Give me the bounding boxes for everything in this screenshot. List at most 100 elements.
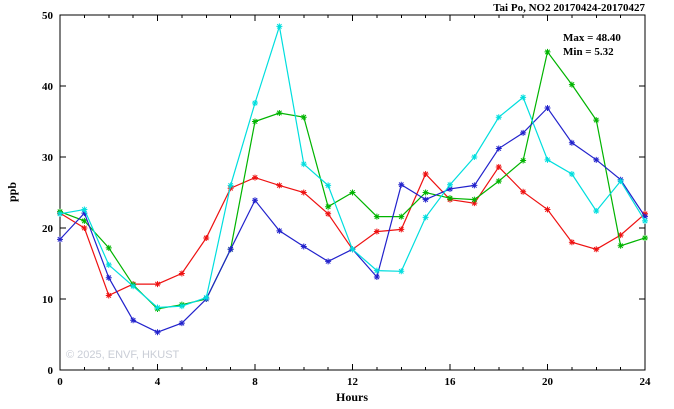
- data-point-marker: [105, 261, 112, 268]
- data-point-marker: [349, 246, 356, 253]
- x-tick-label: 24: [640, 376, 652, 388]
- data-point-marker: [81, 225, 88, 231]
- y-tick-label: 50: [42, 10, 54, 22]
- data-point-marker: [227, 246, 234, 253]
- series-red: [57, 163, 648, 299]
- data-point-marker: [178, 270, 185, 277]
- data-point-marker: [130, 283, 137, 290]
- data-point-marker: [447, 195, 453, 202]
- data-point-marker: [203, 294, 210, 301]
- chart-title: Tai Po, NO2 20170424-20170427: [493, 2, 645, 14]
- data-point-marker: [447, 185, 453, 192]
- data-point-marker: [520, 94, 527, 101]
- data-point-marker: [252, 100, 258, 107]
- x-tick-label: 16: [445, 376, 457, 388]
- data-point-marker: [593, 117, 600, 124]
- data-point-marker: [593, 246, 600, 253]
- data-point-marker: [422, 189, 429, 196]
- data-point-marker: [422, 196, 429, 203]
- data-point-marker: [544, 156, 551, 163]
- y-tick-label: 40: [42, 81, 54, 93]
- watermark: © 2025, ENVF, HKUST: [66, 349, 180, 361]
- data-point-marker: [57, 236, 63, 243]
- data-point-marker: [203, 234, 210, 241]
- data-point-marker: [57, 210, 63, 217]
- data-point-marker: [130, 317, 137, 324]
- data-point-marker: [471, 200, 478, 207]
- series-blue: [57, 105, 648, 336]
- min-annotation: Min = 5.32: [563, 46, 614, 58]
- data-point-marker: [422, 171, 429, 178]
- data-point-marker: [373, 228, 380, 235]
- data-point-marker: [373, 213, 380, 220]
- series-line: [59, 165, 646, 297]
- data-point-marker: [325, 182, 332, 189]
- data-point-marker: [617, 178, 624, 185]
- data-point-marker: [544, 48, 551, 55]
- data-series: [57, 23, 648, 336]
- data-point-marker: [495, 163, 502, 170]
- data-point-marker: [471, 182, 478, 189]
- data-point-marker: [544, 105, 551, 112]
- data-point-marker: [593, 156, 600, 163]
- data-point-marker: [520, 129, 527, 136]
- data-point-marker: [398, 268, 405, 275]
- y-tick-label: 20: [42, 223, 54, 235]
- data-point-marker: [178, 303, 185, 310]
- data-point-marker: [154, 281, 161, 288]
- data-point-marker: [568, 81, 575, 88]
- data-point-marker: [105, 274, 112, 281]
- series-cyan: [57, 23, 648, 311]
- x-tick-label: 12: [347, 376, 359, 388]
- series-line: [59, 50, 646, 310]
- data-point-marker: [300, 243, 307, 250]
- data-point-marker: [373, 267, 380, 274]
- data-point-marker: [520, 157, 527, 164]
- data-point-marker: [471, 154, 478, 160]
- data-point-marker: [252, 174, 258, 181]
- data-point-marker: [642, 213, 648, 220]
- y-axis-label: ppb: [5, 182, 19, 202]
- data-point-marker: [422, 214, 429, 221]
- data-point-marker: [617, 242, 624, 249]
- data-point-marker: [544, 206, 551, 213]
- data-point-marker: [178, 320, 185, 327]
- data-point-marker: [81, 217, 88, 224]
- x-tick-label: 0: [57, 376, 63, 388]
- data-point-marker: [105, 292, 112, 299]
- y-tick-label: 30: [42, 152, 54, 164]
- data-point-marker: [642, 234, 648, 241]
- data-point-marker: [154, 304, 161, 311]
- data-point-marker: [398, 226, 405, 233]
- data-point-marker: [300, 161, 307, 168]
- data-point-marker: [495, 114, 502, 121]
- data-point-marker: [105, 244, 112, 251]
- series-line: [59, 26, 646, 309]
- series-green: [57, 48, 648, 312]
- data-point-marker: [81, 210, 88, 217]
- data-point-marker: [373, 273, 380, 280]
- data-point-marker: [617, 232, 624, 239]
- data-point-marker: [276, 182, 283, 189]
- data-point-marker: [593, 207, 600, 214]
- data-point-marker: [81, 206, 88, 213]
- data-point-marker: [447, 181, 453, 188]
- data-point-marker: [349, 189, 356, 196]
- data-point-marker: [227, 182, 234, 189]
- y-tick-label: 10: [42, 294, 54, 306]
- data-point-marker: [325, 203, 332, 210]
- data-point-marker: [325, 258, 332, 265]
- data-point-marker: [642, 217, 648, 224]
- data-point-marker: [398, 213, 405, 220]
- data-point-marker: [276, 23, 283, 30]
- y-tick-label: 0: [48, 365, 54, 377]
- data-point-marker: [568, 239, 575, 246]
- data-point-marker: [568, 139, 575, 146]
- data-point-marker: [495, 145, 502, 152]
- data-point-marker: [325, 210, 332, 217]
- data-point-marker: [252, 197, 258, 204]
- data-point-marker: [300, 189, 307, 196]
- x-tick-label: 4: [155, 376, 161, 388]
